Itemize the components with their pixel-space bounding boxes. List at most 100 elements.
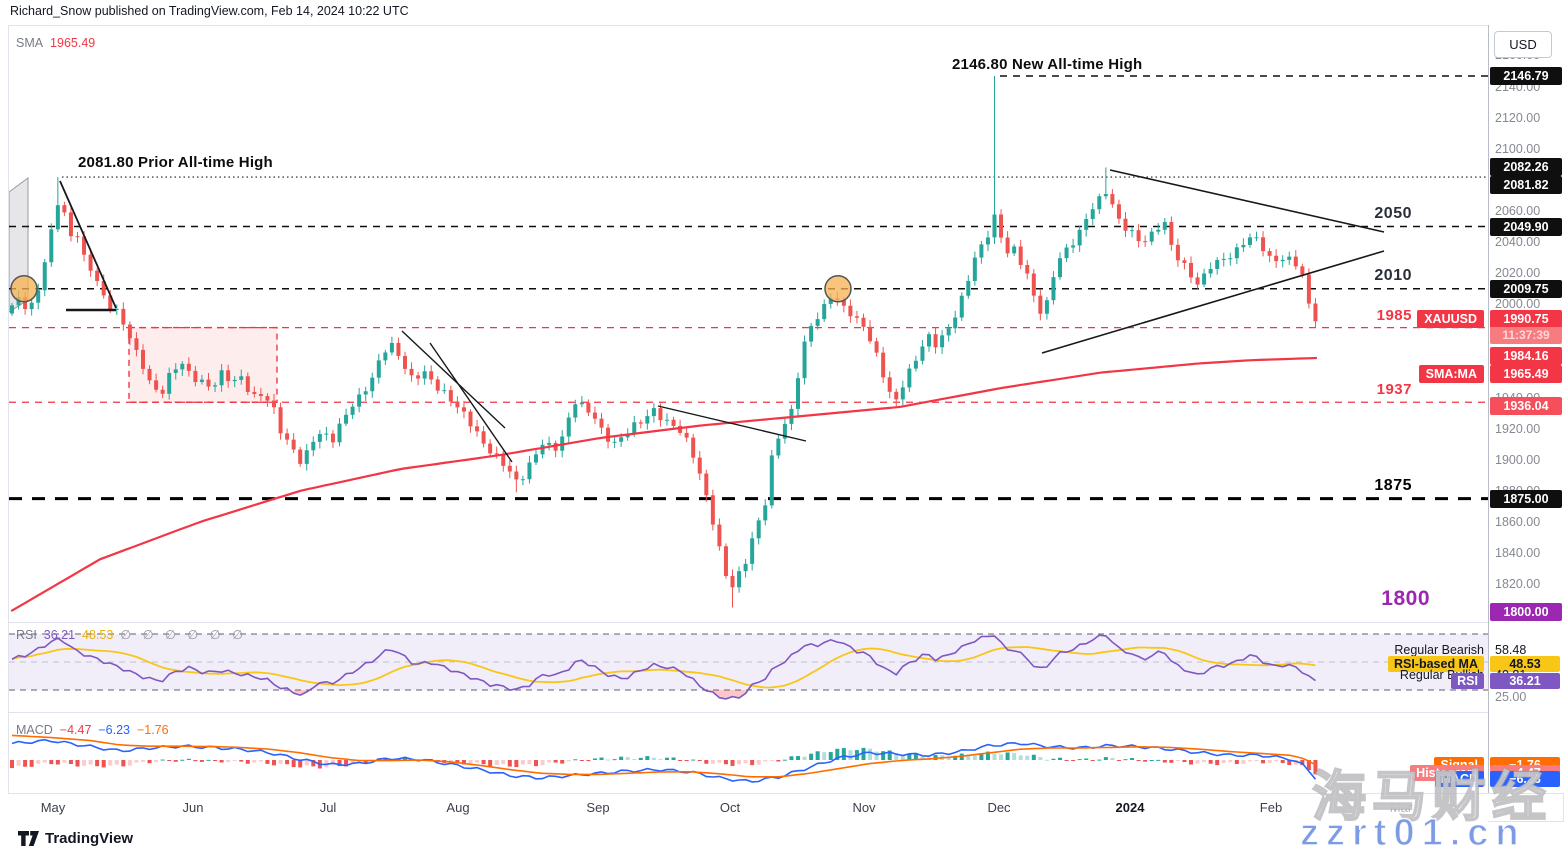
- macd-histogram-bar: [887, 750, 892, 760]
- macd-histogram-bar: [10, 760, 14, 769]
- candle-body: [1306, 274, 1311, 304]
- candle-body: [1221, 258, 1226, 260]
- candle-body: [55, 205, 60, 230]
- macd-histogram-bar: [815, 751, 820, 760]
- axis-badge-1875.00: 1875.00: [1490, 489, 1562, 508]
- axis-tick-2120.00: 2120.00: [1495, 110, 1541, 125]
- candle-body: [1103, 194, 1108, 197]
- macd-histogram-bar: [586, 760, 591, 762]
- macd-histogram-bar: [913, 753, 918, 760]
- macd-histogram-bar: [599, 757, 604, 760]
- macd-histogram-bar: [776, 760, 781, 762]
- macd-histogram-bar: [226, 760, 231, 763]
- trendline: [59, 180, 117, 309]
- rsi-legend[interactable]: RSI 36.21 48.53 ∅ ∅ ∅ ∅ ∅ ∅: [16, 627, 247, 642]
- time-label-Nov: Nov: [852, 800, 876, 815]
- price-pane-canvas[interactable]: [9, 26, 1488, 622]
- macd-histogram-bar: [42, 760, 47, 763]
- candle-body: [861, 317, 866, 327]
- prior-ath-annotation: 2081.80 Prior All-time High: [78, 154, 273, 171]
- candle-body: [1051, 277, 1056, 301]
- candle-body: [75, 236, 80, 238]
- candle-body: [1287, 256, 1292, 260]
- macd-histogram-bar: [1110, 757, 1115, 760]
- candle-body: [95, 270, 100, 281]
- rsi-legend-label: RSI: [16, 628, 37, 642]
- level-label-1875: 1875: [1374, 476, 1412, 494]
- macd-histogram-bar: [723, 760, 728, 765]
- axis-badge-1800.00: 1800.00: [1490, 603, 1562, 622]
- candle-body: [245, 376, 250, 393]
- candle-body: [114, 308, 119, 310]
- macd-histogram-bar: [1162, 760, 1167, 763]
- macd-histogram-bar: [1103, 757, 1108, 760]
- candle-body: [252, 392, 257, 394]
- macd-histogram-bar: [160, 759, 165, 761]
- candle-body: [101, 280, 106, 296]
- macd-histogram-bar: [114, 760, 119, 765]
- sma-line: [10, 356, 1318, 612]
- candle-body: [547, 442, 552, 445]
- macd-histogram-bar: [1123, 759, 1128, 761]
- consolidation-range-box: [128, 326, 278, 403]
- candle-body: [1228, 258, 1233, 260]
- sma-legend[interactable]: SMA 1965.49: [16, 36, 95, 50]
- candle-body: [854, 316, 859, 318]
- level-label-2010: 2010: [1374, 266, 1412, 284]
- candle-body: [475, 426, 480, 432]
- rsi-legend-empties: ∅ ∅ ∅ ∅ ∅ ∅: [120, 628, 247, 642]
- candle-body: [330, 433, 335, 443]
- macd-histogram-bar: [278, 760, 283, 764]
- macd-pane-canvas[interactable]: [9, 712, 1488, 793]
- candle-body: [887, 377, 892, 392]
- macd-histogram-bar: [108, 760, 113, 766]
- axis-tick-2020.00: 2020.00: [1495, 266, 1541, 281]
- time-label-2024: 2024: [1115, 800, 1145, 815]
- macd-histogram-bar: [82, 760, 87, 766]
- macd-histogram-bar: [579, 760, 584, 761]
- candle-body: [1261, 237, 1266, 252]
- level-label-1985: 1985: [1376, 306, 1412, 324]
- candle-body: [540, 444, 545, 455]
- rsi-ma-legend-value: 48.53: [82, 628, 114, 642]
- currency-button[interactable]: USD: [1494, 31, 1552, 58]
- candle-body: [311, 441, 316, 451]
- macd-histogram-bar: [55, 760, 60, 765]
- candle-body: [29, 302, 34, 310]
- candle-body: [1077, 229, 1082, 246]
- macd-histogram-bar: [1005, 752, 1010, 760]
- macd-histogram-bar: [173, 760, 178, 762]
- candle-body: [468, 411, 473, 427]
- macd-histogram-bar: [1228, 760, 1233, 763]
- macd-histogram-bar: [1064, 760, 1069, 761]
- macd-legend[interactable]: MACD −4.47 −6.23 −1.76: [16, 723, 169, 737]
- tradingview-brand[interactable]: TradingView: [18, 830, 133, 847]
- macd-histogram-bar: [704, 760, 709, 764]
- time-axis[interactable]: May Jun Jul Aug Sep Oct Nov Dec 2024 Feb Mar: [8, 794, 1488, 822]
- candle-body: [802, 341, 807, 379]
- candle-body: [1025, 264, 1030, 274]
- macd-histogram-bar: [494, 760, 499, 765]
- macd-histogram-bar: [691, 759, 696, 761]
- axis-tick-2000.00: 2000.00: [1495, 297, 1541, 312]
- macd-histogram-bar: [501, 760, 506, 765]
- candle-body: [409, 368, 414, 376]
- macd-histogram-bar: [933, 754, 938, 760]
- candle-body: [62, 205, 67, 213]
- macd-histogram-bar: [1280, 760, 1285, 764]
- axis-tick-2040.00: 2040.00: [1495, 235, 1541, 250]
- candle-body: [796, 378, 800, 409]
- macd-histogram-bar: [756, 760, 761, 765]
- macd-histogram-bar: [782, 759, 787, 761]
- candle-body: [1280, 259, 1285, 262]
- macd-histogram-bar: [737, 760, 742, 765]
- candle-body: [697, 457, 702, 474]
- macd-histogram-bar: [1116, 760, 1121, 761]
- candle-body: [317, 433, 322, 442]
- candle-body: [874, 341, 879, 353]
- candle-body: [344, 414, 349, 424]
- candle-body: [1189, 262, 1193, 278]
- rsi-pane-canvas[interactable]: [9, 622, 1488, 712]
- candle-body: [972, 257, 977, 281]
- macd-histogram-bar: [763, 760, 768, 762]
